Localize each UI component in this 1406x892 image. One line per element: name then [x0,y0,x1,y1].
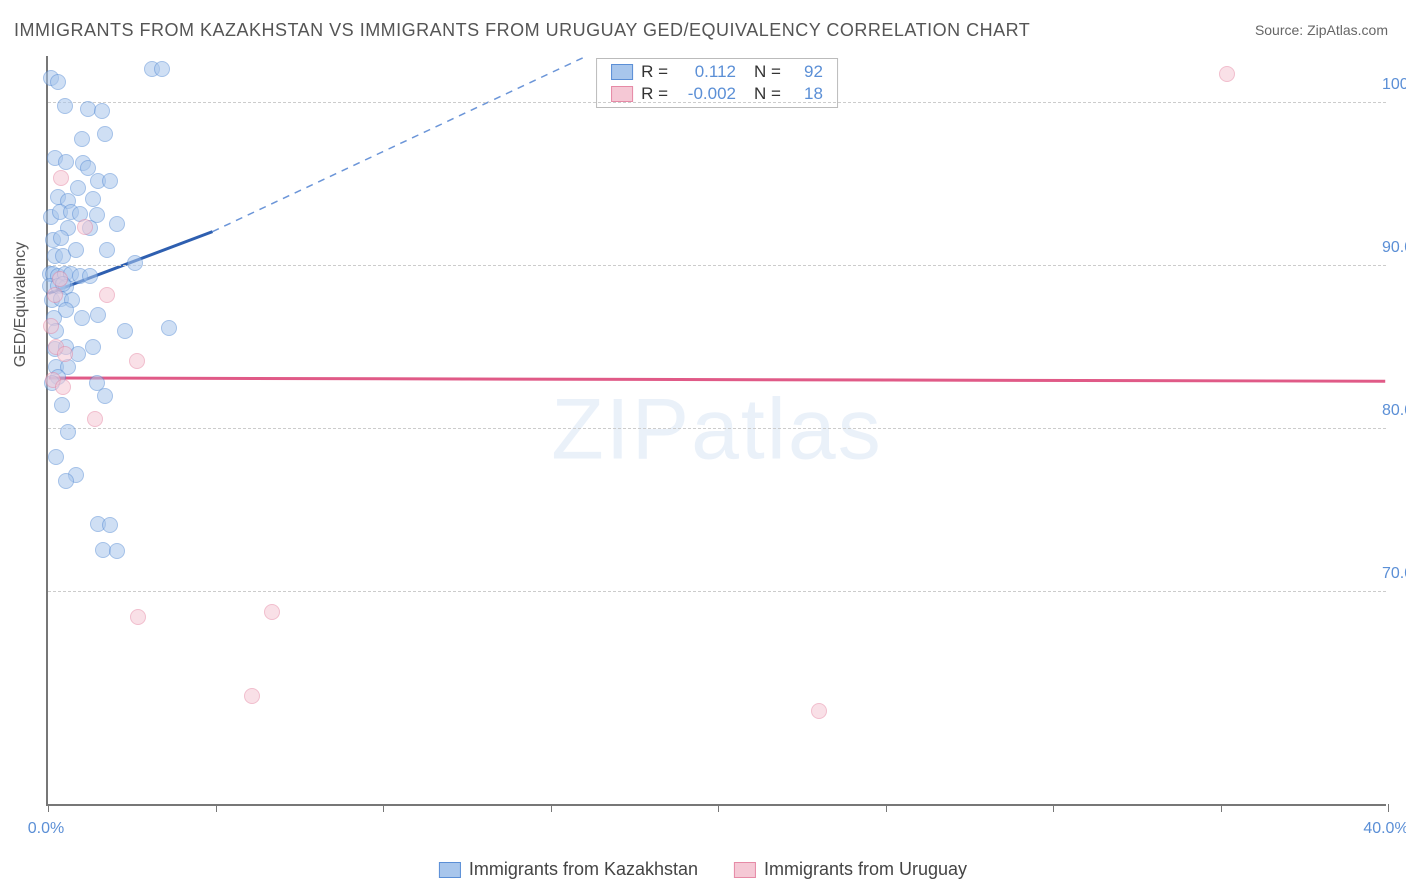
x-tick-label: 40.0% [1363,820,1406,838]
data-point [97,126,113,142]
data-point [99,242,115,258]
data-point [244,688,260,704]
data-point [94,103,110,119]
x-tick [216,804,217,812]
legend-series-label: Immigrants from Uruguay [764,859,967,880]
gridline-h [48,591,1386,592]
x-tick [718,804,719,812]
y-tick-label: 90.0% [1382,239,1406,257]
data-point [102,517,118,533]
data-point [127,255,143,271]
x-tick [1388,804,1389,812]
data-point [77,219,93,235]
x-tick [1053,804,1054,812]
data-point [102,173,118,189]
data-point [264,604,280,620]
chart-title: IMMIGRANTS FROM KAZAKHSTAN VS IMMIGRANTS… [14,20,1030,41]
legend-n-value: 92 [789,62,823,82]
data-point [58,473,74,489]
legend-n-label: N = [754,62,781,82]
data-point [129,353,145,369]
y-axis-label: GED/Equivalency [12,242,30,367]
data-point [85,191,101,207]
data-point [68,242,84,258]
gridline-h [48,428,1386,429]
data-point [1219,66,1235,82]
data-point [97,388,113,404]
source-label: Source: ZipAtlas.com [1255,22,1388,38]
gridline-h [48,265,1386,266]
data-point [109,543,125,559]
legend-swatch [734,862,756,878]
legend-swatch [439,862,461,878]
x-tick [1221,804,1222,812]
x-tick [383,804,384,812]
x-tick-label: 0.0% [28,820,64,838]
gridline-h [48,102,1386,103]
data-point [74,310,90,326]
data-point [90,307,106,323]
data-point [58,154,74,170]
data-point [161,320,177,336]
y-tick-label: 80.0% [1382,402,1406,420]
data-point [87,411,103,427]
data-point [109,216,125,232]
y-tick-label: 70.0% [1382,565,1406,583]
data-point [117,323,133,339]
data-point [48,449,64,465]
plot-area: ZIPatlas R =0.112N =92R =-0.002N =18 70.… [46,56,1386,806]
legend-correlation: R =0.112N =92R =-0.002N =18 [596,58,838,108]
data-point [60,424,76,440]
data-point [55,379,71,395]
x-tick [551,804,552,812]
data-point [130,609,146,625]
data-point [54,397,70,413]
legend-r-label: R = [641,62,668,82]
x-tick [48,804,49,812]
data-point [154,61,170,77]
data-point [53,170,69,186]
data-point [99,287,115,303]
data-point [43,318,59,334]
legend-r-value: 0.112 [676,62,736,82]
legend-swatch [611,64,633,80]
data-point [47,287,63,303]
legend-swatch [611,86,633,102]
data-point [811,703,827,719]
data-point [57,346,73,362]
legend-series-item: Immigrants from Kazakhstan [439,859,698,880]
x-tick [886,804,887,812]
y-tick-label: 100.0% [1382,76,1406,94]
data-point [85,339,101,355]
data-point [52,271,68,287]
data-point [50,74,66,90]
data-point [53,230,69,246]
data-point [74,131,90,147]
legend-correlation-row: R = 0.112 N = 92 [597,61,837,83]
legend-series-item: Immigrants from Uruguay [734,859,967,880]
watermark: ZIPatlas [551,381,882,480]
legend-series: Immigrants from Kazakhstan Immigrants fro… [439,859,967,880]
data-point [82,268,98,284]
data-point [57,98,73,114]
legend-series-label: Immigrants from Kazakhstan [469,859,698,880]
